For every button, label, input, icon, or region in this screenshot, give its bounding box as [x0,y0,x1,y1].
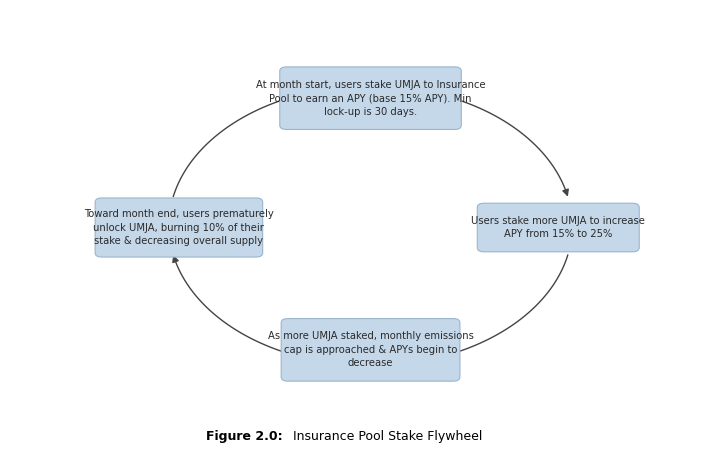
Text: At month start, users stake UMJA to Insurance
Pool to earn an APY (base 15% APY): At month start, users stake UMJA to Insu… [256,79,485,117]
Text: Users stake more UMJA to increase
APY from 15% to 25%: Users stake more UMJA to increase APY fr… [471,216,645,239]
Text: As more UMJA staked, monthly emissions
cap is approached & APYs begin to
decreas: As more UMJA staked, monthly emissions c… [268,331,474,369]
FancyBboxPatch shape [477,203,639,252]
Text: Insurance Pool Stake Flywheel: Insurance Pool Stake Flywheel [289,430,483,443]
FancyBboxPatch shape [281,319,460,381]
Text: Toward month end, users prematurely
unlock UMJA, burning 10% of their
stake & de: Toward month end, users prematurely unlo… [84,209,274,246]
FancyBboxPatch shape [95,198,262,257]
Text: Figure 2.0:: Figure 2.0: [206,430,283,443]
FancyBboxPatch shape [280,67,461,129]
